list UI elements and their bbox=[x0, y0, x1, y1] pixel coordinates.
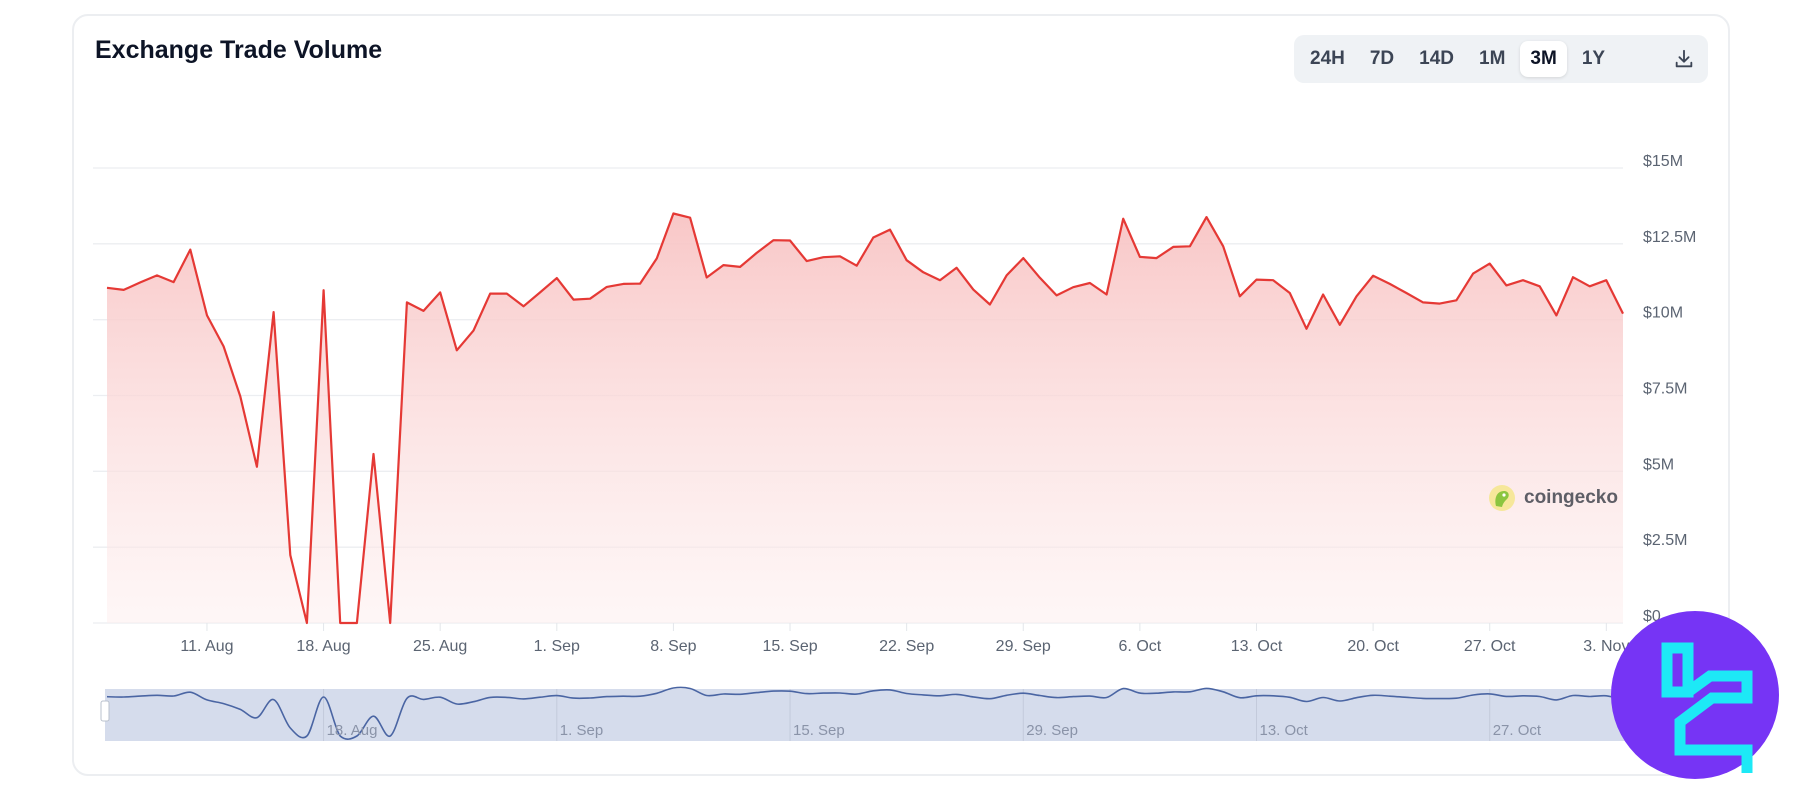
x-tick-label: 18. Aug bbox=[296, 638, 350, 655]
range-1m-button[interactable]: 1M bbox=[1479, 48, 1506, 69]
range-24h-button[interactable]: 24H bbox=[1310, 48, 1345, 69]
navigator-tick-label: 27. Oct bbox=[1493, 722, 1542, 739]
x-tick-label: 29. Sep bbox=[996, 638, 1051, 655]
x-tick-label: 20. Oct bbox=[1347, 638, 1399, 655]
range-1y-button[interactable]: 1Y bbox=[1581, 48, 1606, 69]
brand-logo-icon bbox=[1611, 611, 1779, 779]
volume-line bbox=[106, 212, 1624, 625]
x-tick-label: 22. Sep bbox=[879, 638, 934, 655]
x-tick-label: 11. Aug bbox=[180, 638, 233, 655]
navigator-left-handle[interactable] bbox=[100, 700, 110, 722]
coingecko-watermark: coingecko bbox=[1488, 484, 1618, 512]
x-tick-label: 13. Oct bbox=[1231, 638, 1283, 655]
x-tick-label: 15. Sep bbox=[762, 638, 817, 655]
y-tick-label: $5M bbox=[1643, 456, 1674, 473]
range-selector: 24H 7D 14D 1M 3M 1Y bbox=[1294, 35, 1708, 83]
range-7d-button[interactable]: 7D bbox=[1369, 48, 1395, 69]
navigator-tick-label: 29. Sep bbox=[1026, 722, 1078, 739]
y-tick-label: $12.5M bbox=[1643, 229, 1696, 246]
y-tick-label: $10M bbox=[1643, 305, 1683, 322]
y-tick-label: $7.5M bbox=[1643, 381, 1687, 398]
x-tick-label: 1. Sep bbox=[534, 638, 580, 655]
download-icon bbox=[1675, 49, 1693, 68]
range-14d-button[interactable]: 14D bbox=[1419, 48, 1455, 69]
range-3m-button[interactable]: 3M bbox=[1520, 41, 1567, 77]
navigator-tick-label: 1. Sep bbox=[560, 722, 603, 739]
navigator-tick-label: 15. Sep bbox=[793, 722, 845, 739]
y-tick-label: $2.5M bbox=[1643, 532, 1687, 549]
x-tick-label: 3. Nov bbox=[1583, 638, 1629, 655]
x-tick-label: 6. Oct bbox=[1119, 638, 1162, 655]
y-tick-label: $15M bbox=[1643, 153, 1683, 170]
watermark-text: coingecko bbox=[1524, 487, 1618, 508]
chart-title: Exchange Trade Volume bbox=[95, 36, 383, 64]
volume-area bbox=[107, 213, 1623, 623]
x-tick-label: 8. Sep bbox=[650, 638, 696, 655]
navigator-tick-label: 18. Aug bbox=[327, 722, 378, 739]
x-tick-label: 27. Oct bbox=[1464, 638, 1516, 655]
navigator-tick-label: 13. Oct bbox=[1259, 722, 1308, 739]
coingecko-logo-icon bbox=[1489, 485, 1515, 511]
x-tick-label: 25. Aug bbox=[413, 638, 467, 655]
download-button[interactable] bbox=[1666, 41, 1702, 77]
navigator-line bbox=[106, 686, 1624, 740]
